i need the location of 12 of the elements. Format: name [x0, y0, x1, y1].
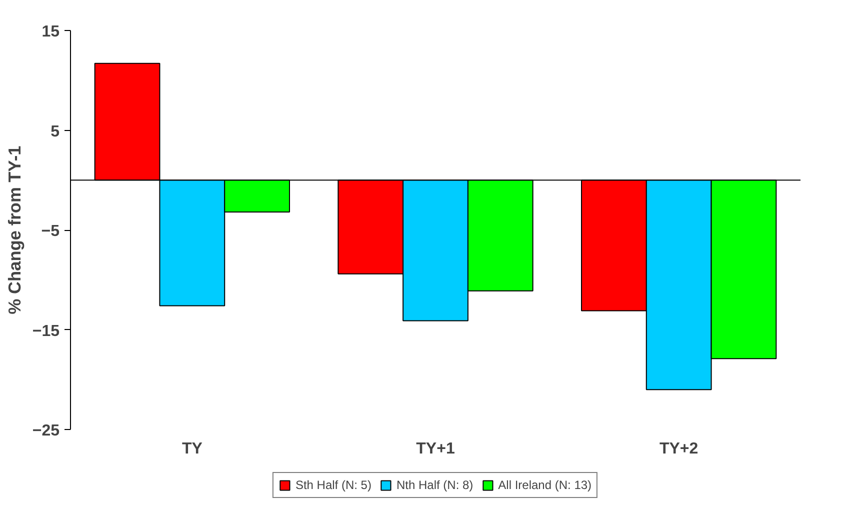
legend-label: All Ireland (N: 13)	[498, 478, 592, 492]
legend-label: Nth Half (N: 8)	[396, 478, 474, 492]
y-tick-label: −25	[32, 422, 60, 440]
x-tick-label: TY+2	[659, 440, 698, 458]
legend-label: Sth Half (N: 5)	[295, 478, 372, 492]
x-tick-label: TY+1	[416, 440, 455, 458]
y-tick-label: −5	[41, 223, 60, 240]
y-tick-label: −15	[32, 322, 60, 340]
x-tick-label: TY	[182, 440, 203, 458]
y-axis-title: % Change from TY-1	[4, 145, 24, 314]
y-tick-label: 5	[50, 123, 60, 140]
y-tick-label: 15	[42, 24, 60, 40]
